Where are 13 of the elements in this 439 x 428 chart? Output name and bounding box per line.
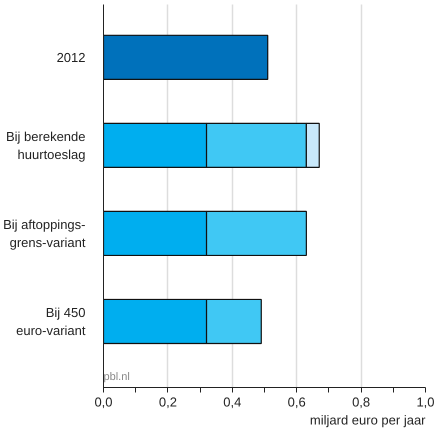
annotation: pbl.nl — [104, 371, 130, 384]
x-tick-label: 0,2 — [158, 394, 177, 410]
x-tick-label: 0,0 — [94, 394, 113, 410]
y-tick-label: Bij aftoppings- grens-variant — [3, 216, 86, 250]
x-tick-label: 0,4 — [223, 394, 242, 410]
x-axis-title: miljard euro per jaar — [310, 412, 426, 428]
y-tick-label: Bij berekende huurtoeslag — [6, 128, 86, 162]
y-tick-label: Bij 450 euro-variant — [16, 304, 86, 338]
y-tick-label: 2012 — [56, 50, 86, 65]
bar — [104, 34, 268, 80]
x-tick-label: 0,6 — [288, 394, 306, 410]
x-tick-label: 0,8 — [352, 394, 370, 410]
x-tick-label: 1,0 — [416, 394, 435, 410]
